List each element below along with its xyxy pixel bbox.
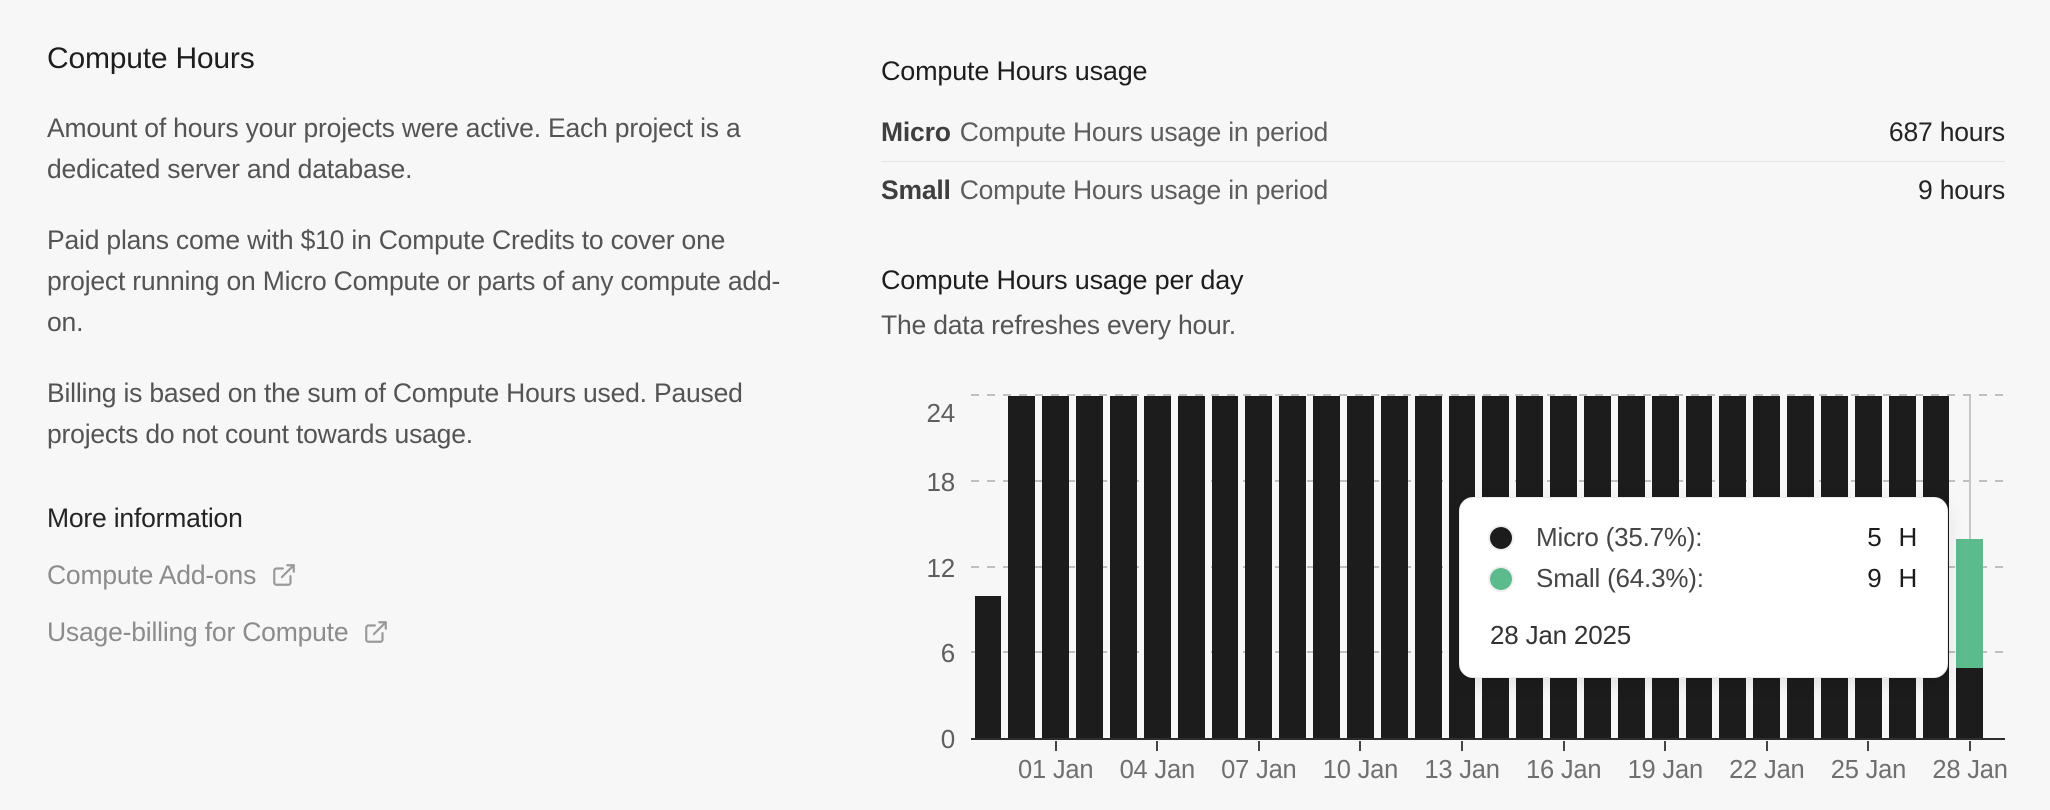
bar-segment-micro bbox=[1414, 396, 1442, 739]
bar-segment-micro bbox=[974, 596, 1002, 739]
x-axis-label-07-jan: 07 Jan bbox=[1221, 756, 1297, 784]
tooltip-value: 5 bbox=[1867, 522, 1882, 553]
page-title: Compute Hours bbox=[47, 42, 255, 75]
description-paragraph-1: Amount of hours your projects were activ… bbox=[47, 113, 741, 184]
compute-addons-link-label: Compute Add-ons bbox=[47, 560, 257, 590]
x-axis-label-01-jan: 01 Jan bbox=[1017, 756, 1094, 784]
x-axis-label-19-jan: 19 Jan bbox=[1627, 756, 1704, 784]
bar-segment-micro bbox=[1279, 396, 1307, 739]
description-paragraph-2: Paid plans come with $10 in Compute Cred… bbox=[47, 225, 781, 337]
bar-segment-micro bbox=[1177, 396, 1205, 739]
x-axis-label-04-jan: 04 Jan bbox=[1119, 756, 1196, 784]
chart-plot-area: 0 6 12 18 24 01 Jan 04 Jan 07 Jan 10 Jan 13 Jan 1… bbox=[926, 394, 2008, 784]
compute-hours-usage-panel: Compute Hours usage Micro Compute Hours … bbox=[881, 54, 2008, 784]
bar-10-jan[interactable] bbox=[1343, 396, 1377, 739]
x-axis-label-28-jan: 28 Jan bbox=[1932, 756, 2008, 784]
usage-summary-title: Compute Hours usage bbox=[881, 56, 1148, 86]
compute-usage-bar-chart: 0 6 12 18 24 01 Jan 04 Jan 07 Jan 10 Jan 13 Jan 1… bbox=[881, 394, 2008, 784]
bar-30-dec[interactable] bbox=[971, 396, 1005, 739]
x-axis-label-13-jan: 13 Jan bbox=[1424, 756, 1500, 784]
tier-name: Small bbox=[881, 174, 951, 205]
bar-02-jan[interactable] bbox=[1073, 396, 1107, 739]
tooltip-unit: H bbox=[1898, 522, 1918, 553]
compute-hours-info-panel: Compute Hours Amount of hours your proje… bbox=[47, 40, 792, 649]
bar-31-dec[interactable] bbox=[1005, 396, 1039, 739]
x-axis-label-10-jan: 10 Jan bbox=[1322, 756, 1399, 784]
external-link-icon bbox=[273, 564, 295, 586]
bar-segment-micro bbox=[1008, 396, 1036, 739]
chart-section-title: Compute Hours usage per day bbox=[881, 265, 1244, 295]
x-tick-19-jan bbox=[1664, 741, 1667, 751]
bar-09-jan[interactable] bbox=[1310, 396, 1344, 739]
bar-segment-micro bbox=[1143, 396, 1171, 739]
description-paragraph-3: Billing is based on the sum of Compute H… bbox=[47, 378, 743, 449]
x-tick-10-jan bbox=[1359, 741, 1362, 751]
bar-06-jan[interactable] bbox=[1208, 396, 1242, 739]
bar-04-jan[interactable] bbox=[1140, 396, 1174, 739]
chart-section-subtitle: The data refreshes every hour. bbox=[881, 310, 1236, 340]
x-axis-label-16-jan: 16 Jan bbox=[1525, 756, 1602, 784]
x-axis-label-25-jan: 25 Jan bbox=[1830, 756, 1907, 784]
tooltip-row-small: Small (64.3%): 9 H bbox=[1490, 563, 1917, 594]
bar-segment-micro bbox=[1956, 667, 1984, 739]
y-axis-label-18: 18 bbox=[926, 466, 955, 497]
usage-row-small: Small Compute Hours usage in period 9 ho… bbox=[881, 161, 2005, 218]
usage-row-value: 687 hours bbox=[1888, 117, 2005, 147]
micro-series-dot bbox=[1490, 526, 1513, 549]
more-information-title: More information bbox=[47, 503, 243, 533]
usage-row-label: Compute Hours usage in period bbox=[959, 117, 1329, 147]
bar-segment-micro bbox=[1245, 396, 1273, 739]
x-axis-line bbox=[971, 737, 2005, 740]
usage-summary-table: Micro Compute Hours usage in period 687 … bbox=[881, 104, 2005, 218]
usage-row-value: 9 hours bbox=[1918, 174, 2005, 205]
bar-08-jan[interactable] bbox=[1276, 396, 1310, 739]
bar-segment-micro bbox=[1380, 396, 1408, 739]
bar-11-jan[interactable] bbox=[1377, 396, 1411, 739]
tooltip-label: Micro (35.7%): bbox=[1536, 522, 1703, 553]
tooltip-label: Small (64.3%): bbox=[1536, 563, 1704, 594]
tooltip-date: 28 Jan 2025 bbox=[1490, 620, 1631, 651]
x-tick-28-jan bbox=[1969, 741, 1972, 751]
y-axis-label-24: 24 bbox=[926, 398, 955, 428]
bar-segment-micro bbox=[1042, 396, 1070, 739]
tier-name: Micro bbox=[881, 117, 951, 147]
bar-03-jan[interactable] bbox=[1106, 396, 1140, 739]
x-tick-04-jan bbox=[1156, 741, 1159, 751]
bar-07-jan[interactable] bbox=[1242, 396, 1276, 739]
x-tick-13-jan bbox=[1461, 741, 1464, 751]
y-axis-label-12: 12 bbox=[926, 552, 955, 583]
bar-segment-micro bbox=[1346, 396, 1374, 739]
bar-segment-micro bbox=[1076, 396, 1103, 739]
x-tick-16-jan bbox=[1562, 741, 1565, 751]
bar-28-jan[interactable] bbox=[1953, 396, 1987, 739]
y-axis-label-6: 6 bbox=[940, 638, 955, 669]
bar-segment-micro bbox=[1109, 396, 1137, 739]
compute-addons-link[interactable]: Compute Add-ons bbox=[47, 558, 792, 592]
x-tick-07-jan bbox=[1257, 741, 1260, 751]
tooltip-value: 9 bbox=[1867, 563, 1882, 594]
usage-billing-link[interactable]: Usage-billing for Compute bbox=[47, 615, 792, 649]
x-axis-label-22-jan: 22 Jan bbox=[1729, 756, 1805, 784]
chart-tooltip: Micro (35.7%): 5 H Small (64.3%): 9 H 28… bbox=[1459, 497, 1949, 679]
x-tick-01-jan bbox=[1054, 741, 1057, 751]
external-link-icon bbox=[365, 621, 388, 643]
tooltip-unit: H bbox=[1898, 563, 1918, 594]
bar-12-jan[interactable] bbox=[1411, 396, 1445, 739]
bar-segment-micro bbox=[1211, 396, 1239, 739]
x-tick-22-jan bbox=[1765, 741, 1768, 751]
y-axis-label-0: 0 bbox=[940, 724, 955, 754]
usage-row-micro: Micro Compute Hours usage in period 687 … bbox=[881, 104, 2005, 161]
bar-segment-small bbox=[1956, 538, 1984, 668]
tooltip-row-micro: Micro (35.7%): 5 H bbox=[1490, 522, 1917, 553]
bar-01-jan[interactable] bbox=[1039, 396, 1073, 739]
bar-segment-micro bbox=[1313, 396, 1340, 739]
small-series-dot bbox=[1490, 567, 1513, 590]
bar-05-jan[interactable] bbox=[1174, 396, 1208, 739]
usage-billing-link-label: Usage-billing for Compute bbox=[47, 617, 349, 647]
x-tick-25-jan bbox=[1867, 741, 1870, 751]
usage-row-label: Compute Hours usage in period bbox=[959, 174, 1329, 205]
